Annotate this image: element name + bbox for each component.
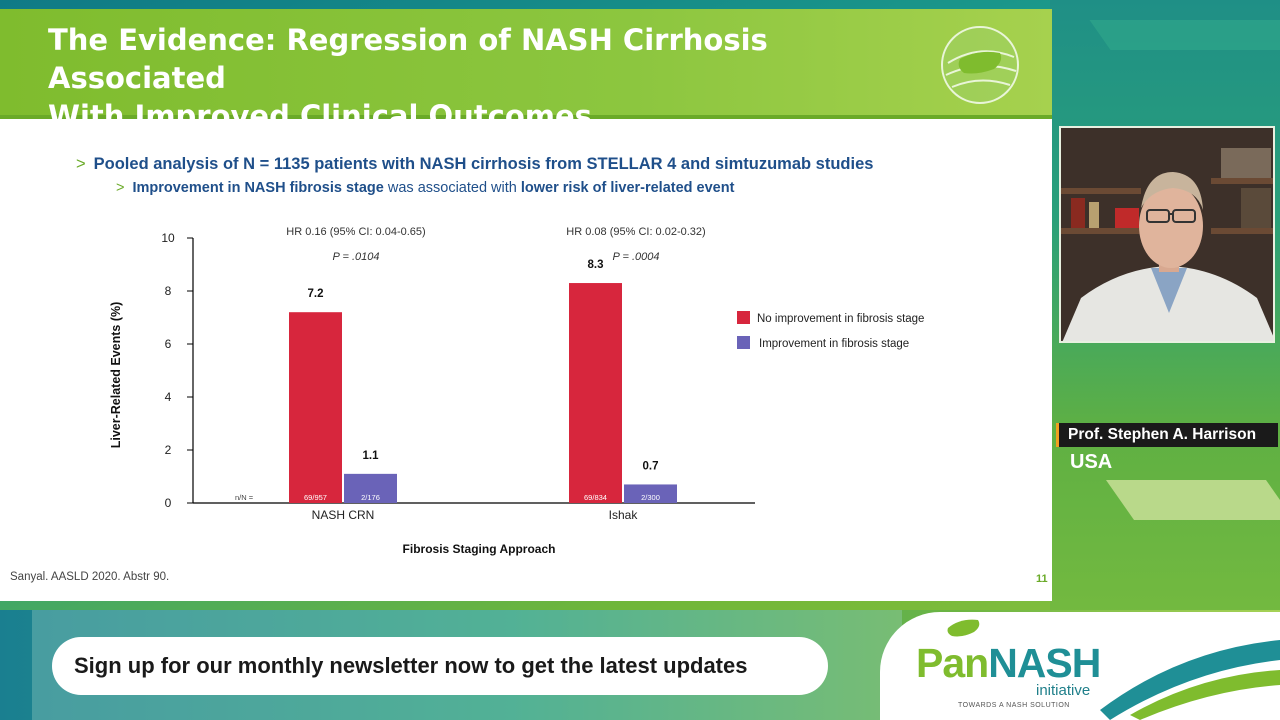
bullet-primary: > Pooled analysis of N = 1135 patients wi… [76,155,976,174]
hazard-ratio-label: HR 0.08 (95% CI: 0.02-0.32) [566,226,705,238]
bar-value-label: 1.1 [363,450,380,462]
n-prefix-label: n/N = [235,493,254,502]
legend-label: No improvement in fibrosis stage [757,313,924,325]
slide-header-divider [0,115,1052,119]
bullet-secondary-text-bold2: lower risk of liver-related event [520,180,735,196]
x-tick-label: Ishak [609,508,639,522]
brand-swoosh-icon [1100,640,1280,720]
slide-number: 11 [1036,573,1048,585]
legend-label: Improvement in fibrosis stage [759,338,909,350]
bar-improvement [344,473,397,503]
slide-title: The Evidence: Regression of NASH Cirrhos… [48,21,908,135]
speaker-country: USA [1070,451,1113,473]
bar-value-label: 0.7 [643,460,659,472]
bar-n-label: 2/176 [361,493,380,502]
hazard-ratio-label: HR 0.16 (95% CI: 0.04-0.65) [286,226,425,238]
p-value-label: P = .0104 [333,251,380,263]
slide-title-line2: With Improved Clinical Outcomes [48,99,592,133]
bullet-secondary-text-bold1: Improvement in NASH fibrosis stage [132,180,384,196]
newsletter-banner[interactable]: Sign up for our monthly newsletter now t… [52,637,828,695]
background-stripe [1089,20,1280,50]
bar-chart: 0 2 4 6 8 10 Liver-Related Events (%) 7.2 69/957… [109,226,924,556]
y-tick-label: 6 [165,337,172,351]
legend-swatch [737,311,750,324]
bar-improvement [624,484,677,503]
x-tick-label: NASH CRN [312,508,375,522]
bullet-primary-text: Pooled analysis of N = 1135 patients wit… [93,155,874,173]
bullet-secondary: > Improvement in NASH fibrosis stage was … [116,180,916,196]
bullet-marker: > [76,155,86,173]
citation: Sanyal. AASLD 2020. Abstr 90. [10,571,170,583]
background-stripe [1050,0,1280,720]
brand-logo: PanNASH [916,640,1101,687]
bar-value-label: 7.2 [308,288,324,300]
liver-globe-icon [941,26,1019,104]
y-tick-label: 4 [165,390,172,404]
slide-header [0,9,1052,115]
y-tick-label: 0 [165,496,172,510]
name-tag-accent [1056,423,1059,447]
bar-no-improvement [569,283,622,503]
x-axis-label: Fibrosis Staging Approach [403,542,556,556]
p-value-label: P = .0004 [613,251,660,263]
brand-tagline: TOWARDS A NASH SOLUTION [958,702,1070,709]
y-tick-label: 10 [161,231,175,245]
brand-logo-pan: Pan [916,640,989,686]
speaker-name: Prof. Stephen A. Harrison [1059,423,1278,447]
brand-liver-icon [947,619,980,637]
bar-value-label: 8.3 [588,259,604,271]
speaker-webcam [1059,126,1275,343]
legend-swatch [737,336,750,349]
brand-logo-initiative: initiative [1036,682,1091,699]
speaker-video-frame [1061,128,1273,341]
y-tick-label: 2 [165,443,172,457]
y-tick-label: 8 [165,284,172,298]
bar-n-label: 2/300 [641,493,660,502]
y-axis-label: Liver-Related Events (%) [109,302,123,449]
bullet-marker: > [116,180,125,196]
bar-n-label: 69/957 [304,493,327,502]
slide-title-line1: The Evidence: Regression of NASH Cirrhos… [48,23,768,95]
brand-logo-nash: NASH [988,640,1101,686]
background-stripe [1105,480,1280,520]
bar-n-label: 69/834 [584,493,607,502]
bullet-secondary-text: was associated with [383,180,521,196]
presentation-slide: The Evidence: Regression of NASH Cirrhos… [0,9,1052,601]
bar-no-improvement [289,312,342,503]
